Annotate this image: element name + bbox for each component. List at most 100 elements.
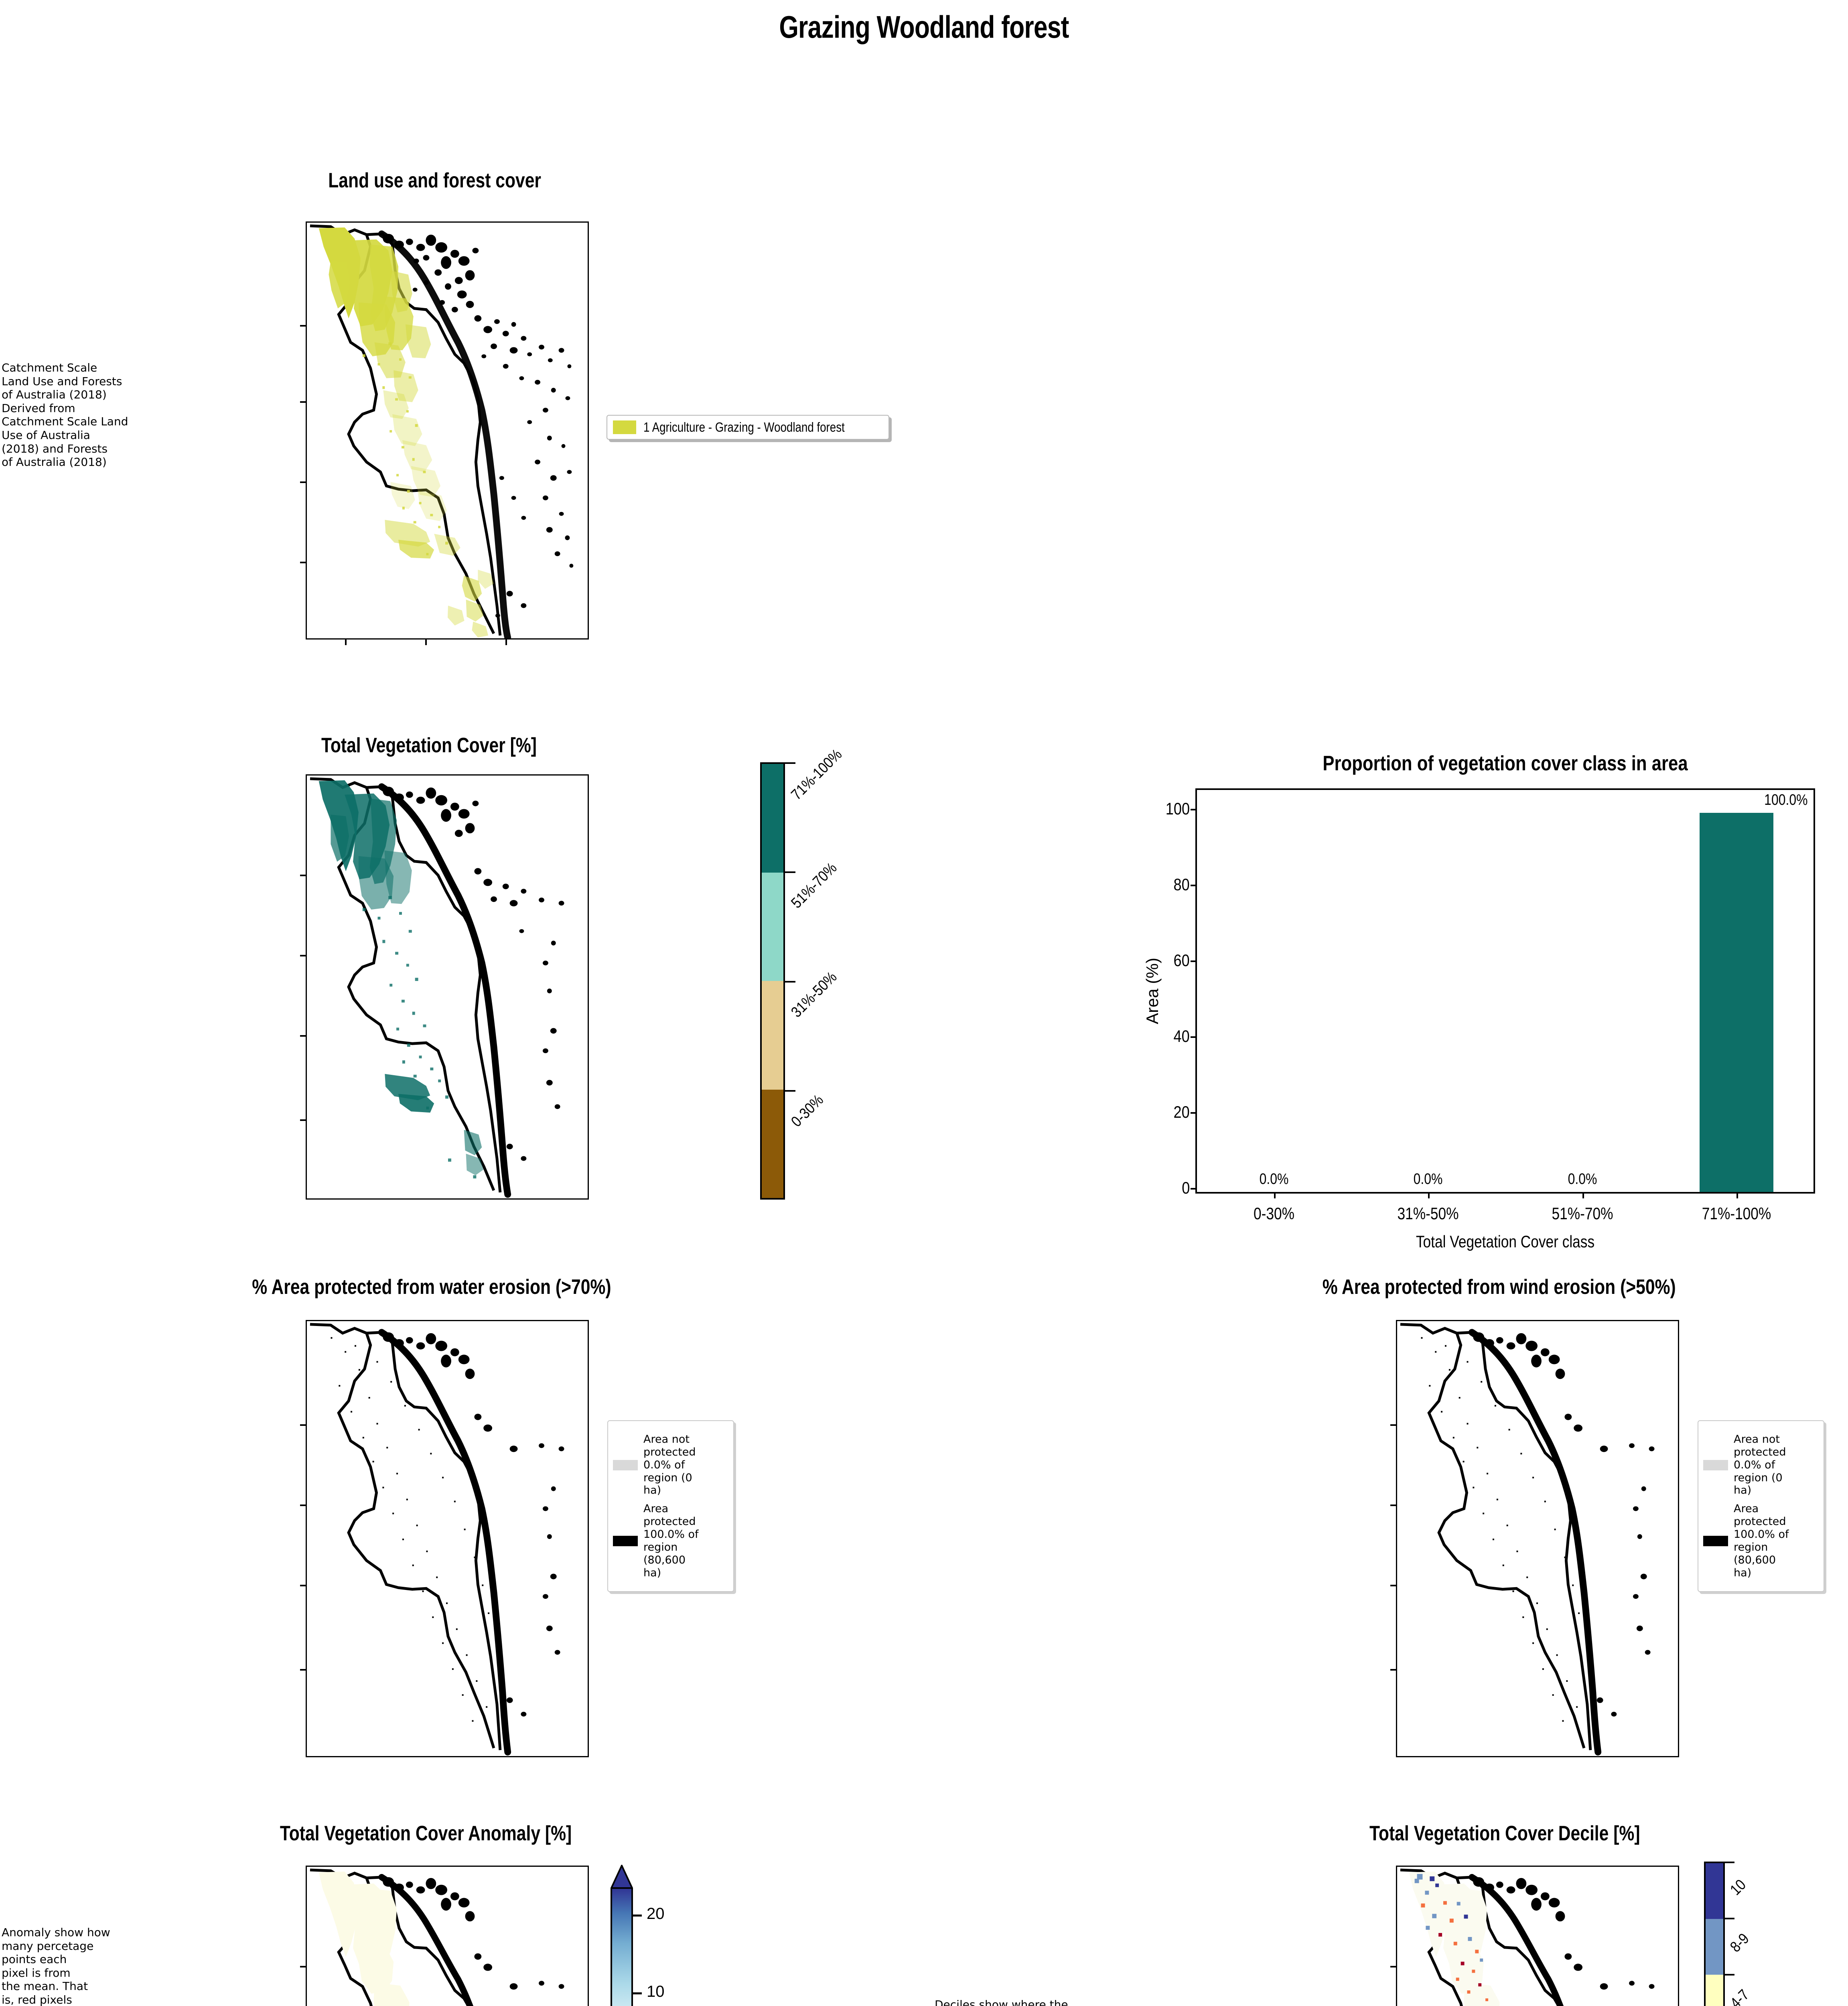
- map-tvc-tick: [300, 1035, 306, 1037]
- landuse-legend-swatch: [613, 420, 636, 434]
- colorbar-tvc-ticks: [785, 762, 797, 1200]
- chart-xtick-label: 51%-70%: [1552, 1204, 1613, 1223]
- map-wind-erosion-graphic: [1400, 1323, 1655, 1756]
- chart-xtick-mark: [1736, 1192, 1738, 1198]
- map-wind-erosion-tick: [1390, 1585, 1396, 1586]
- map-tvc-tick: [300, 1119, 306, 1121]
- legend-row-protected: Area protected 100.0% of region (80,600 …: [613, 1502, 728, 1579]
- chart-ytick-mark: [1191, 1188, 1197, 1190]
- map-decile-tick: [1390, 1966, 1396, 1967]
- decile-note: Deciles show where the pixel value lies …: [935, 1998, 1068, 2006]
- chart-ytick-mark: [1191, 960, 1197, 962]
- map-landuse-tick: [300, 481, 306, 483]
- legend-water-erosion[interactable]: Area not protected 0.0% of region (0 ha)…: [607, 1420, 734, 1592]
- panel-title-anomaly: Total Vegetation Cover Anomaly [%]: [280, 1822, 572, 1845]
- chart-xtick-mark: [1582, 1192, 1584, 1198]
- map-water-erosion-tick: [300, 1504, 306, 1506]
- panel-title-landuse: Land use and forest cover: [328, 169, 542, 192]
- colorbar-decile[interactable]: [1704, 1862, 1725, 2006]
- chart-xtick-label: 0-30%: [1254, 1204, 1295, 1223]
- legend-text-protected: Area protected 100.0% of region (80,600 …: [643, 1502, 699, 1579]
- colorbar-anomaly-gradient: [611, 1889, 633, 2006]
- map-anomaly[interactable]: [306, 1866, 589, 2006]
- page-title: Grazing Woodland forest: [779, 9, 1069, 45]
- chart-xaxis-label: Total Vegetation Cover class: [1416, 1232, 1595, 1251]
- chart-ytick-label: 20: [1173, 1102, 1190, 1121]
- chart-ytick-mark: [1191, 1036, 1197, 1038]
- chart-xtick-mark: [1274, 1192, 1276, 1198]
- chart-title: Proportion of vegetation cover class in …: [1323, 752, 1688, 775]
- panel-title-decile: Total Vegetation Cover Decile [%]: [1369, 1822, 1640, 1845]
- map-landuse-graphic: [310, 224, 574, 638]
- landuse-source-note: Catchment Scale Land Use and Forests of …: [2, 361, 128, 469]
- legend-row-not-protected: Area not protected 0.0% of region (0 ha): [1703, 1433, 1819, 1497]
- legend-swatch-not-protected: [613, 1460, 638, 1470]
- map-wind-erosion[interactable]: [1396, 1320, 1679, 1757]
- chart-xtick-label: 71%-100%: [1702, 1204, 1771, 1223]
- map-landuse-tick: [505, 640, 507, 645]
- legend-row-not-protected: Area not protected 0.0% of region (0 ha): [613, 1433, 728, 1497]
- map-landuse[interactable]: [306, 221, 589, 640]
- map-water-erosion[interactable]: [306, 1320, 589, 1757]
- chart-yaxis-label: Area (%): [1142, 958, 1162, 1024]
- colorbar-anomaly-tickmark: [633, 1992, 642, 1994]
- map-tvc-graphic: [310, 777, 564, 1198]
- landuse-legend-label: 1 Agriculture - Grazing - Woodland fores…: [643, 420, 845, 434]
- colorbar-anomaly-label-10: 10: [647, 1983, 665, 2000]
- map-landuse-tick: [300, 562, 306, 563]
- legend-text-protected: Area protected 100.0% of region (80,600 …: [1734, 1502, 1789, 1579]
- chart-bar-label-0-30: 0.0%: [1259, 1170, 1289, 1188]
- map-wind-erosion-tick: [1390, 1424, 1396, 1426]
- map-water-erosion-tick: [300, 1424, 306, 1426]
- colorbar-anomaly-top-arrow: [611, 1865, 633, 1889]
- legend-swatch-not-protected: [1703, 1460, 1728, 1470]
- colorbar-anomaly-tickmark: [633, 1915, 642, 1917]
- chart-xtick-label: 31%-50%: [1397, 1204, 1459, 1223]
- colorbar-total-vegetation-cover[interactable]: [760, 762, 785, 1200]
- chart-ytick-mark: [1191, 1112, 1197, 1114]
- colorbar-decile-segment-10: [1706, 1863, 1723, 1919]
- map-wind-erosion-tick: [1390, 1504, 1396, 1506]
- chart-ytick-mark: [1191, 809, 1197, 811]
- map-total-vegetation-cover[interactable]: [306, 774, 589, 1200]
- map-decile[interactable]: [1396, 1866, 1679, 2006]
- chart-bar-label-71-100: 100.0%: [1764, 792, 1807, 809]
- chart-bar-71-100[interactable]: [1699, 812, 1774, 1192]
- chart-bar-label-51-70: 0.0%: [1568, 1170, 1597, 1188]
- colorbar-anomaly[interactable]: [611, 1865, 633, 2006]
- colorbar-segment-31-50: [762, 981, 783, 1090]
- map-anomaly-tick: [300, 1966, 306, 1967]
- legend-row-protected: Area protected 100.0% of region (80,600 …: [1703, 1502, 1819, 1579]
- map-decile-graphic: [1400, 1868, 1655, 2006]
- map-wind-erosion-tick: [1390, 1669, 1396, 1671]
- chart-ytick-label: 100: [1165, 799, 1190, 818]
- landuse-legend[interactable]: 1 Agriculture - Grazing - Woodland fores…: [607, 415, 890, 440]
- map-anomaly-graphic: [310, 1868, 564, 2006]
- chart-proportion-of-vegetation-cover-class[interactable]: Proportion of vegetation cover class in …: [1143, 752, 1815, 1251]
- chart-ytick-label: 40: [1173, 1027, 1190, 1046]
- panel-title-wind-erosion: % Area protected from wind erosion (>50%…: [1322, 1275, 1676, 1299]
- map-water-erosion-tick: [300, 1585, 306, 1586]
- colorbar-segment-51-70: [762, 872, 783, 981]
- legend-wind-erosion[interactable]: Area not protected 0.0% of region (0 ha)…: [1698, 1420, 1824, 1592]
- chart-ytick-label: 60: [1173, 950, 1190, 970]
- legend-text-not-protected: Area not protected 0.0% of region (0 ha): [643, 1433, 696, 1497]
- colorbar-anomaly-label-20: 20: [647, 1905, 665, 1923]
- colorbar-decile-ticks: [1725, 1862, 1735, 2006]
- chart-ytick-label: 0: [1181, 1178, 1190, 1197]
- map-landuse-tick: [345, 640, 347, 645]
- map-landuse-tick: [300, 325, 306, 327]
- map-landuse-tick: [300, 401, 306, 403]
- legend-swatch-protected: [1703, 1535, 1728, 1546]
- legend-swatch-protected: [613, 1535, 638, 1546]
- map-water-erosion-tick: [300, 1669, 306, 1671]
- map-landuse-tick: [425, 640, 427, 645]
- map-tvc-tick: [300, 955, 306, 956]
- chart-plot-area: 0 20 40 60 80 100 0-30% 31%-50% 51%-70% …: [1166, 788, 1815, 1223]
- chart-xtick-mark: [1428, 1192, 1430, 1198]
- anomaly-note: Anomaly show how many percetage points e…: [2, 1926, 110, 2006]
- chart-ytick-label: 80: [1173, 875, 1190, 894]
- panel-title-water-erosion: % Area protected from water erosion (>70…: [252, 1275, 611, 1299]
- map-water-erosion-graphic: [310, 1323, 564, 1756]
- chart-ytick-mark: [1191, 885, 1197, 887]
